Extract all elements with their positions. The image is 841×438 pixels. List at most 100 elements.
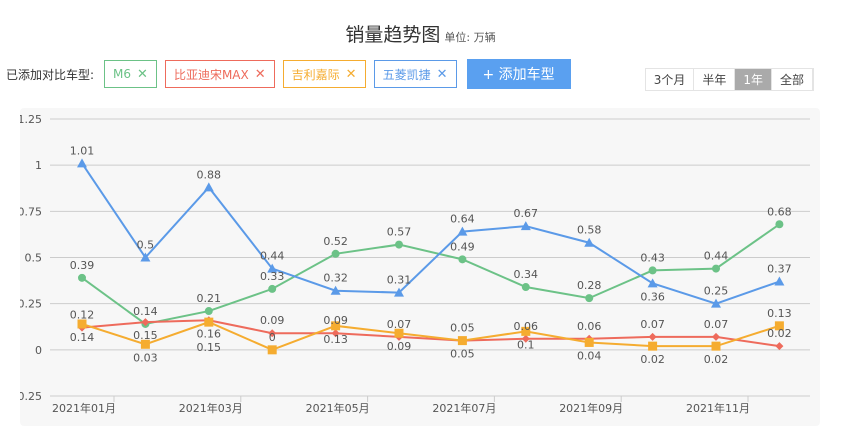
model-tag-label: 吉利嘉际: [291, 67, 340, 82]
data-label: 0.09: [260, 314, 285, 327]
model-tag: 比亚迪宋MAX ✕: [164, 60, 275, 88]
data-point: [585, 294, 594, 303]
data-point: [520, 221, 531, 231]
chart-title: 销量趋势图 单位: 万辆: [0, 20, 841, 47]
data-label: 0.05: [450, 348, 475, 361]
data-label: 0.32: [323, 272, 348, 285]
data-label: 0.12: [70, 309, 95, 322]
data-point: [457, 336, 467, 346]
data-label: 0.06: [514, 320, 539, 333]
data-point: [331, 249, 340, 258]
data-point: [140, 339, 150, 349]
model-tag-label: 五菱凯捷: [382, 67, 431, 82]
range-option[interactable]: 全部: [772, 69, 813, 90]
model-tag-label: 比亚迪宋MAX: [173, 67, 249, 82]
y-tick-label: 1.25: [20, 113, 42, 126]
data-point: [394, 287, 404, 297]
x-tick-label: 2021年09月: [559, 401, 623, 415]
data-label: 0.21: [197, 292, 222, 305]
remove-icon[interactable]: ✕: [345, 66, 357, 82]
model-tag-label: M6: [113, 67, 132, 81]
data-point: [521, 334, 530, 343]
y-tick-label: 0.75: [20, 205, 42, 218]
data-point: [647, 278, 658, 288]
data-label: 0.05: [450, 322, 475, 335]
data-point: [268, 284, 277, 293]
data-label: 0.02: [767, 327, 792, 340]
data-point: [648, 341, 658, 351]
data-point: [458, 255, 467, 264]
data-label: 0.64: [450, 213, 475, 226]
data-label: 0.58: [577, 224, 602, 237]
data-point: [267, 263, 278, 273]
data-label: 0.02: [640, 353, 665, 366]
y-tick-label: 0: [35, 344, 42, 357]
data-label: 0.34: [514, 268, 539, 281]
data-point: [775, 220, 784, 229]
x-tick-label: 2021年03月: [179, 401, 243, 415]
compare-label: 已添加对比车型:: [6, 67, 95, 82]
data-label: 0.43: [640, 251, 665, 264]
range-option[interactable]: 半年: [694, 69, 736, 90]
series-line: [81, 223, 780, 326]
data-label: 0.07: [640, 318, 665, 331]
y-tick-label: 0.25: [20, 298, 42, 311]
series-line: [81, 162, 780, 305]
data-label: 0.16: [197, 327, 222, 340]
data-label: 0.39: [70, 259, 95, 272]
data-label: 0.14: [70, 331, 95, 344]
title-text: 销量趋势图: [345, 24, 441, 46]
y-tick-label: 0.5: [25, 252, 43, 265]
data-label: 0.52: [323, 235, 348, 248]
data-label: 0.09: [387, 340, 412, 353]
remove-icon[interactable]: ✕: [137, 66, 148, 82]
data-point: [774, 276, 785, 286]
data-label: 0.07: [387, 318, 412, 331]
x-tick-label: 2021年07月: [432, 401, 496, 415]
data-label: 0.33: [260, 270, 285, 283]
data-point: [584, 337, 594, 347]
x-tick-label: 2021年05月: [306, 401, 370, 415]
data-label: 0.37: [767, 263, 792, 276]
unit-text: 单位: 万辆: [444, 31, 496, 44]
range-option[interactable]: 1年: [735, 69, 772, 90]
data-point: [77, 158, 87, 168]
y-tick-label: 1: [35, 159, 42, 172]
data-point: [330, 285, 341, 295]
data-point: [141, 318, 150, 327]
range-option[interactable]: 3个月: [646, 69, 695, 90]
data-label: 0.88: [197, 168, 222, 181]
y-tick-label: -0.25: [20, 390, 42, 403]
data-label: 0.5: [137, 239, 155, 252]
data-point: [521, 283, 530, 292]
series-line: [81, 319, 780, 348]
data-point: [521, 326, 531, 336]
data-point: [395, 240, 403, 249]
x-tick-label: 2021年11月: [686, 401, 750, 415]
data-point: [78, 273, 86, 282]
chart-area: -0.25 0 0.25 0.5 0.75 1 1.25 2021年01月 2021年03月 20…: [20, 108, 820, 426]
data-point: [394, 328, 404, 338]
model-tag: M6 ✕: [104, 60, 157, 88]
model-tags: M6 ✕ 比亚迪宋MAX ✕ 吉利嘉际 ✕ 五菱凯捷 ✕: [104, 60, 457, 88]
series-line: [81, 321, 780, 351]
data-label: 0.49: [450, 240, 475, 253]
data-label: 0.09: [323, 314, 348, 327]
range-selector: 3个月 半年 1年 全部: [644, 68, 814, 91]
data-label: 0.13: [767, 307, 792, 320]
data-label: 0.68: [767, 205, 792, 218]
data-label: 0.02: [704, 353, 729, 366]
data-label: 0.28: [577, 279, 602, 292]
data-point: [775, 342, 784, 351]
remove-icon[interactable]: ✕: [436, 66, 448, 82]
data-label: 1.01: [70, 144, 95, 157]
x-tick-label: 2021年01月: [52, 401, 116, 415]
data-label: 0.44: [704, 250, 729, 263]
data-label: 0.06: [577, 320, 602, 333]
data-label: 0.13: [323, 333, 348, 346]
model-tag: 吉利嘉际 ✕: [282, 60, 366, 88]
model-tag: 五菱凯捷 ✕: [373, 60, 457, 88]
remove-icon[interactable]: ✕: [254, 66, 266, 82]
add-model-button[interactable]: + 添加车型: [466, 59, 571, 89]
data-point: [331, 329, 340, 338]
